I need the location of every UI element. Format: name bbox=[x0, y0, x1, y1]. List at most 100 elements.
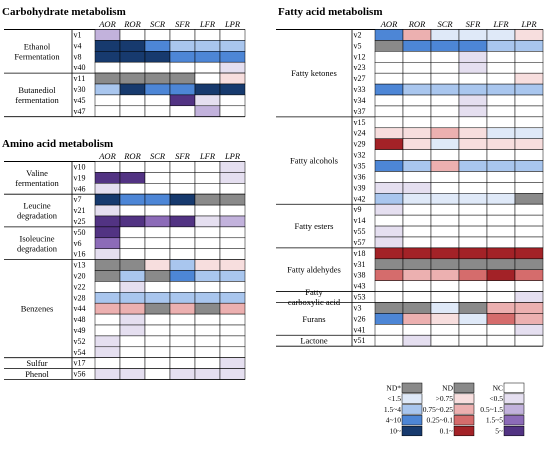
column-header: SFR bbox=[175, 151, 190, 161]
legend-label: 1.5~4 bbox=[384, 405, 401, 414]
row-id: v37 bbox=[354, 107, 366, 116]
row-id: v32 bbox=[354, 151, 366, 160]
heatmap-cell bbox=[514, 182, 544, 194]
heatmap-cell bbox=[219, 40, 246, 52]
row-id: v36 bbox=[354, 172, 366, 181]
heatmap-cell bbox=[144, 94, 171, 107]
column-header: LPR bbox=[224, 19, 241, 29]
legend-swatch bbox=[503, 382, 525, 393]
heatmap-cell bbox=[119, 324, 146, 337]
heatmap-cell bbox=[374, 269, 404, 281]
heatmap-cell bbox=[514, 269, 544, 281]
legend-header: ND bbox=[442, 384, 453, 393]
legend-label: 0.1~ bbox=[440, 427, 453, 436]
heatmap-cell bbox=[430, 236, 460, 249]
column-header: ROR bbox=[123, 151, 141, 161]
heatmap-cell bbox=[430, 105, 460, 118]
heatmap-cell bbox=[514, 280, 544, 292]
heatmap-cell bbox=[194, 248, 221, 260]
column-header: AOR bbox=[380, 19, 398, 29]
heatmap-cell bbox=[94, 313, 121, 326]
row-id: v13 bbox=[74, 261, 86, 270]
heatmap-cell bbox=[144, 237, 171, 249]
heatmap-cell bbox=[458, 160, 488, 172]
group-label: degradation bbox=[17, 243, 58, 253]
heatmap-cell bbox=[430, 83, 460, 96]
row-id: v52 bbox=[74, 337, 86, 346]
heatmap-cell bbox=[458, 40, 488, 52]
group-label: Fatty alcohols bbox=[290, 156, 338, 166]
row-id: v1 bbox=[74, 30, 82, 39]
heatmap-cell bbox=[374, 160, 404, 172]
heatmap-cell bbox=[458, 193, 488, 205]
legend-label: 10~ bbox=[389, 427, 401, 436]
heatmap-cell bbox=[119, 172, 146, 184]
heatmap-cell bbox=[194, 29, 221, 41]
heatmap-cell bbox=[514, 160, 544, 172]
row-id: v44 bbox=[74, 304, 86, 313]
heatmap-cell bbox=[119, 292, 146, 304]
heatmap-cell bbox=[194, 183, 221, 195]
heatmap-cell bbox=[144, 72, 171, 85]
heatmap-cell bbox=[374, 149, 404, 161]
heatmap-cell bbox=[430, 214, 460, 227]
row-id: v14 bbox=[354, 216, 366, 225]
heatmap-cell bbox=[486, 160, 516, 172]
heatmap-cell bbox=[219, 226, 246, 239]
row-id: v6 bbox=[74, 239, 82, 248]
heatmap-cell bbox=[94, 368, 121, 380]
heatmap-cell bbox=[219, 105, 246, 117]
heatmap-cell bbox=[94, 204, 121, 217]
heatmap-cell bbox=[169, 346, 196, 358]
heatmap-cell bbox=[458, 291, 488, 303]
heatmap-cell bbox=[194, 83, 221, 96]
heatmap-cell bbox=[219, 368, 246, 380]
heatmap-cell bbox=[119, 368, 146, 380]
heatmap-cell bbox=[458, 29, 488, 41]
heatmap-cell bbox=[402, 247, 432, 260]
panel-title: Amino acid metabolism bbox=[2, 138, 113, 150]
heatmap-cell bbox=[486, 225, 516, 238]
heatmap-cell bbox=[219, 335, 246, 348]
row-id: v22 bbox=[74, 282, 86, 291]
heatmap-cell bbox=[94, 324, 121, 337]
heatmap-cell bbox=[430, 62, 460, 74]
legend-swatch bbox=[401, 382, 423, 393]
heatmap-cell bbox=[144, 313, 171, 326]
column-header: AOR bbox=[98, 19, 116, 29]
heatmap-cell bbox=[169, 313, 196, 326]
row-id: v33 bbox=[354, 85, 366, 94]
heatmap-cell bbox=[119, 302, 146, 315]
heatmap-cell bbox=[144, 270, 171, 282]
heatmap-cell bbox=[94, 248, 121, 260]
heatmap-cell bbox=[94, 161, 121, 173]
heatmap-cell bbox=[486, 214, 516, 227]
row-id: v41 bbox=[354, 325, 366, 334]
heatmap-cell bbox=[119, 313, 146, 326]
heatmap-cell bbox=[430, 72, 460, 85]
heatmap-cell bbox=[430, 291, 460, 303]
row-id: v34 bbox=[354, 96, 366, 105]
heatmap-cell bbox=[169, 281, 196, 293]
heatmap-cell bbox=[374, 291, 404, 303]
legend-swatch bbox=[401, 393, 423, 404]
group-label: Fermentation bbox=[14, 51, 60, 61]
heatmap-cell bbox=[374, 236, 404, 249]
heatmap-cell bbox=[194, 72, 221, 85]
heatmap-cell bbox=[402, 94, 432, 107]
heatmap-cell bbox=[169, 302, 196, 315]
heatmap-cell bbox=[219, 161, 246, 173]
heatmap-cell bbox=[94, 61, 121, 74]
heatmap-cell bbox=[402, 225, 432, 238]
row-id: v18 bbox=[354, 249, 366, 258]
group-label: Furans bbox=[302, 314, 325, 324]
column-header: LFR bbox=[199, 151, 216, 161]
heatmap-cell bbox=[144, 302, 171, 315]
heatmap-cell bbox=[514, 138, 544, 150]
row-id: v25 bbox=[74, 217, 86, 226]
row-id: v42 bbox=[354, 194, 366, 203]
heatmap-cell bbox=[169, 324, 196, 337]
heatmap-cell bbox=[374, 116, 404, 129]
row-id: v54 bbox=[74, 348, 86, 357]
